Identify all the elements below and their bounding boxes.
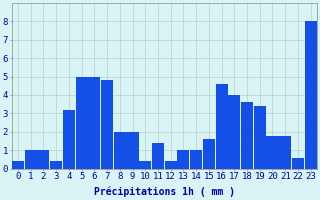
Bar xyxy=(254,106,266,169)
Bar xyxy=(76,77,88,169)
Bar xyxy=(25,150,37,169)
Bar xyxy=(279,136,291,169)
Bar xyxy=(152,143,164,169)
Bar xyxy=(101,80,113,169)
Bar xyxy=(88,77,100,169)
Bar xyxy=(305,21,317,169)
Bar xyxy=(203,139,215,169)
Bar xyxy=(177,150,189,169)
Bar xyxy=(37,150,50,169)
X-axis label: Précipitations 1h ( mm ): Précipitations 1h ( mm ) xyxy=(94,187,235,197)
Bar xyxy=(216,84,228,169)
Bar xyxy=(292,158,304,169)
Bar xyxy=(114,132,126,169)
Bar xyxy=(50,161,62,169)
Bar xyxy=(12,161,24,169)
Bar xyxy=(267,136,278,169)
Bar xyxy=(241,102,253,169)
Bar xyxy=(63,110,75,169)
Bar xyxy=(228,95,240,169)
Bar xyxy=(190,150,202,169)
Bar xyxy=(164,161,177,169)
Bar xyxy=(126,132,139,169)
Bar xyxy=(139,161,151,169)
